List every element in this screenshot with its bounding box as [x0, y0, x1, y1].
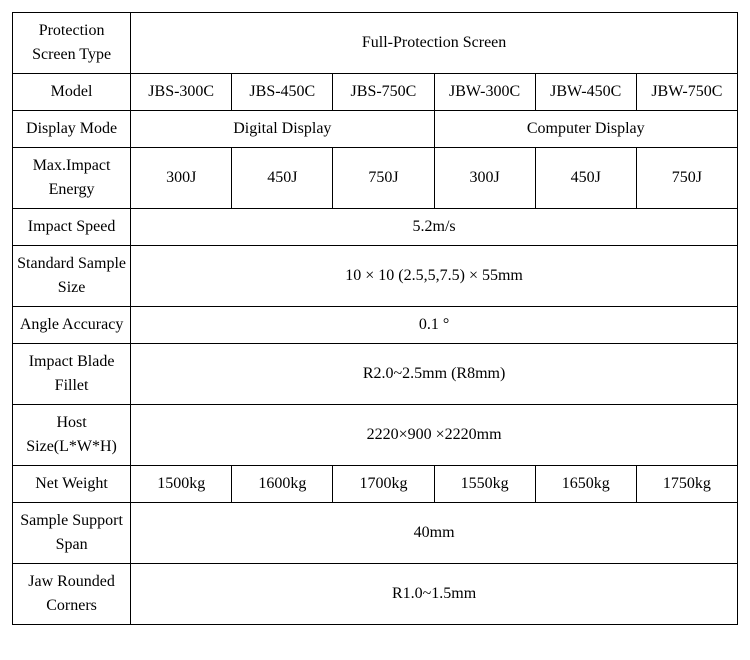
table-row: Protection Screen Type Full-Protection S… — [13, 13, 738, 74]
cell-value: 450J — [232, 148, 333, 209]
row-label: Display Mode — [13, 111, 131, 148]
row-label: Sample Support Span — [13, 503, 131, 564]
spec-table: Protection Screen Type Full-Protection S… — [12, 12, 738, 625]
cell-value: Digital Display — [131, 111, 434, 148]
table-row: Impact Speed 5.2m/s — [13, 209, 738, 246]
row-label: Impact Speed — [13, 209, 131, 246]
cell-value: JBS-450C — [232, 74, 333, 111]
row-value: R1.0~1.5mm — [131, 564, 738, 625]
cell-value: 1600kg — [232, 466, 333, 503]
row-label: Jaw Rounded Corners — [13, 564, 131, 625]
cell-value: 450J — [535, 148, 636, 209]
cell-value: 1550kg — [434, 466, 535, 503]
cell-value: 300J — [434, 148, 535, 209]
cell-value: 1500kg — [131, 466, 232, 503]
row-value: 2220×900 ×2220mm — [131, 405, 738, 466]
table-row: Jaw Rounded Corners R1.0~1.5mm — [13, 564, 738, 625]
row-label: Host Size(L*W*H) — [13, 405, 131, 466]
cell-value: 1650kg — [535, 466, 636, 503]
table-row: Impact Blade Fillet R2.0~2.5mm (R8mm) — [13, 344, 738, 405]
cell-value: 300J — [131, 148, 232, 209]
table-row: Host Size(L*W*H) 2220×900 ×2220mm — [13, 405, 738, 466]
row-label: Protection Screen Type — [13, 13, 131, 74]
table-row: Sample Support Span 40mm — [13, 503, 738, 564]
table-row: Standard Sample Size 10 × 10 (2.5,5,7.5)… — [13, 246, 738, 307]
cell-value: 750J — [333, 148, 434, 209]
table-row: Max.Impact Energy 300J 450J 750J 300J 45… — [13, 148, 738, 209]
row-label: Angle Accuracy — [13, 307, 131, 344]
row-value: 0.1 ° — [131, 307, 738, 344]
row-label: Net Weight — [13, 466, 131, 503]
row-label: Max.Impact Energy — [13, 148, 131, 209]
cell-value: JBS-300C — [131, 74, 232, 111]
row-value: 40mm — [131, 503, 738, 564]
row-label: Standard Sample Size — [13, 246, 131, 307]
table-row: Display Mode Digital Display Computer Di… — [13, 111, 738, 148]
row-value: R2.0~2.5mm (R8mm) — [131, 344, 738, 405]
cell-value: 750J — [636, 148, 737, 209]
table-row: Angle Accuracy 0.1 ° — [13, 307, 738, 344]
cell-value: JBS-750C — [333, 74, 434, 111]
cell-value: JBW-750C — [636, 74, 737, 111]
cell-value: 1700kg — [333, 466, 434, 503]
row-value: 10 × 10 (2.5,5,7.5) × 55mm — [131, 246, 738, 307]
row-value: 5.2m/s — [131, 209, 738, 246]
cell-value: JBW-300C — [434, 74, 535, 111]
table-row: Model JBS-300C JBS-450C JBS-750C JBW-300… — [13, 74, 738, 111]
cell-value: Computer Display — [434, 111, 737, 148]
cell-value: JBW-450C — [535, 74, 636, 111]
row-value: Full-Protection Screen — [131, 13, 738, 74]
cell-value: 1750kg — [636, 466, 737, 503]
row-label: Model — [13, 74, 131, 111]
table-row: Net Weight 1500kg 1600kg 1700kg 1550kg 1… — [13, 466, 738, 503]
row-label: Impact Blade Fillet — [13, 344, 131, 405]
